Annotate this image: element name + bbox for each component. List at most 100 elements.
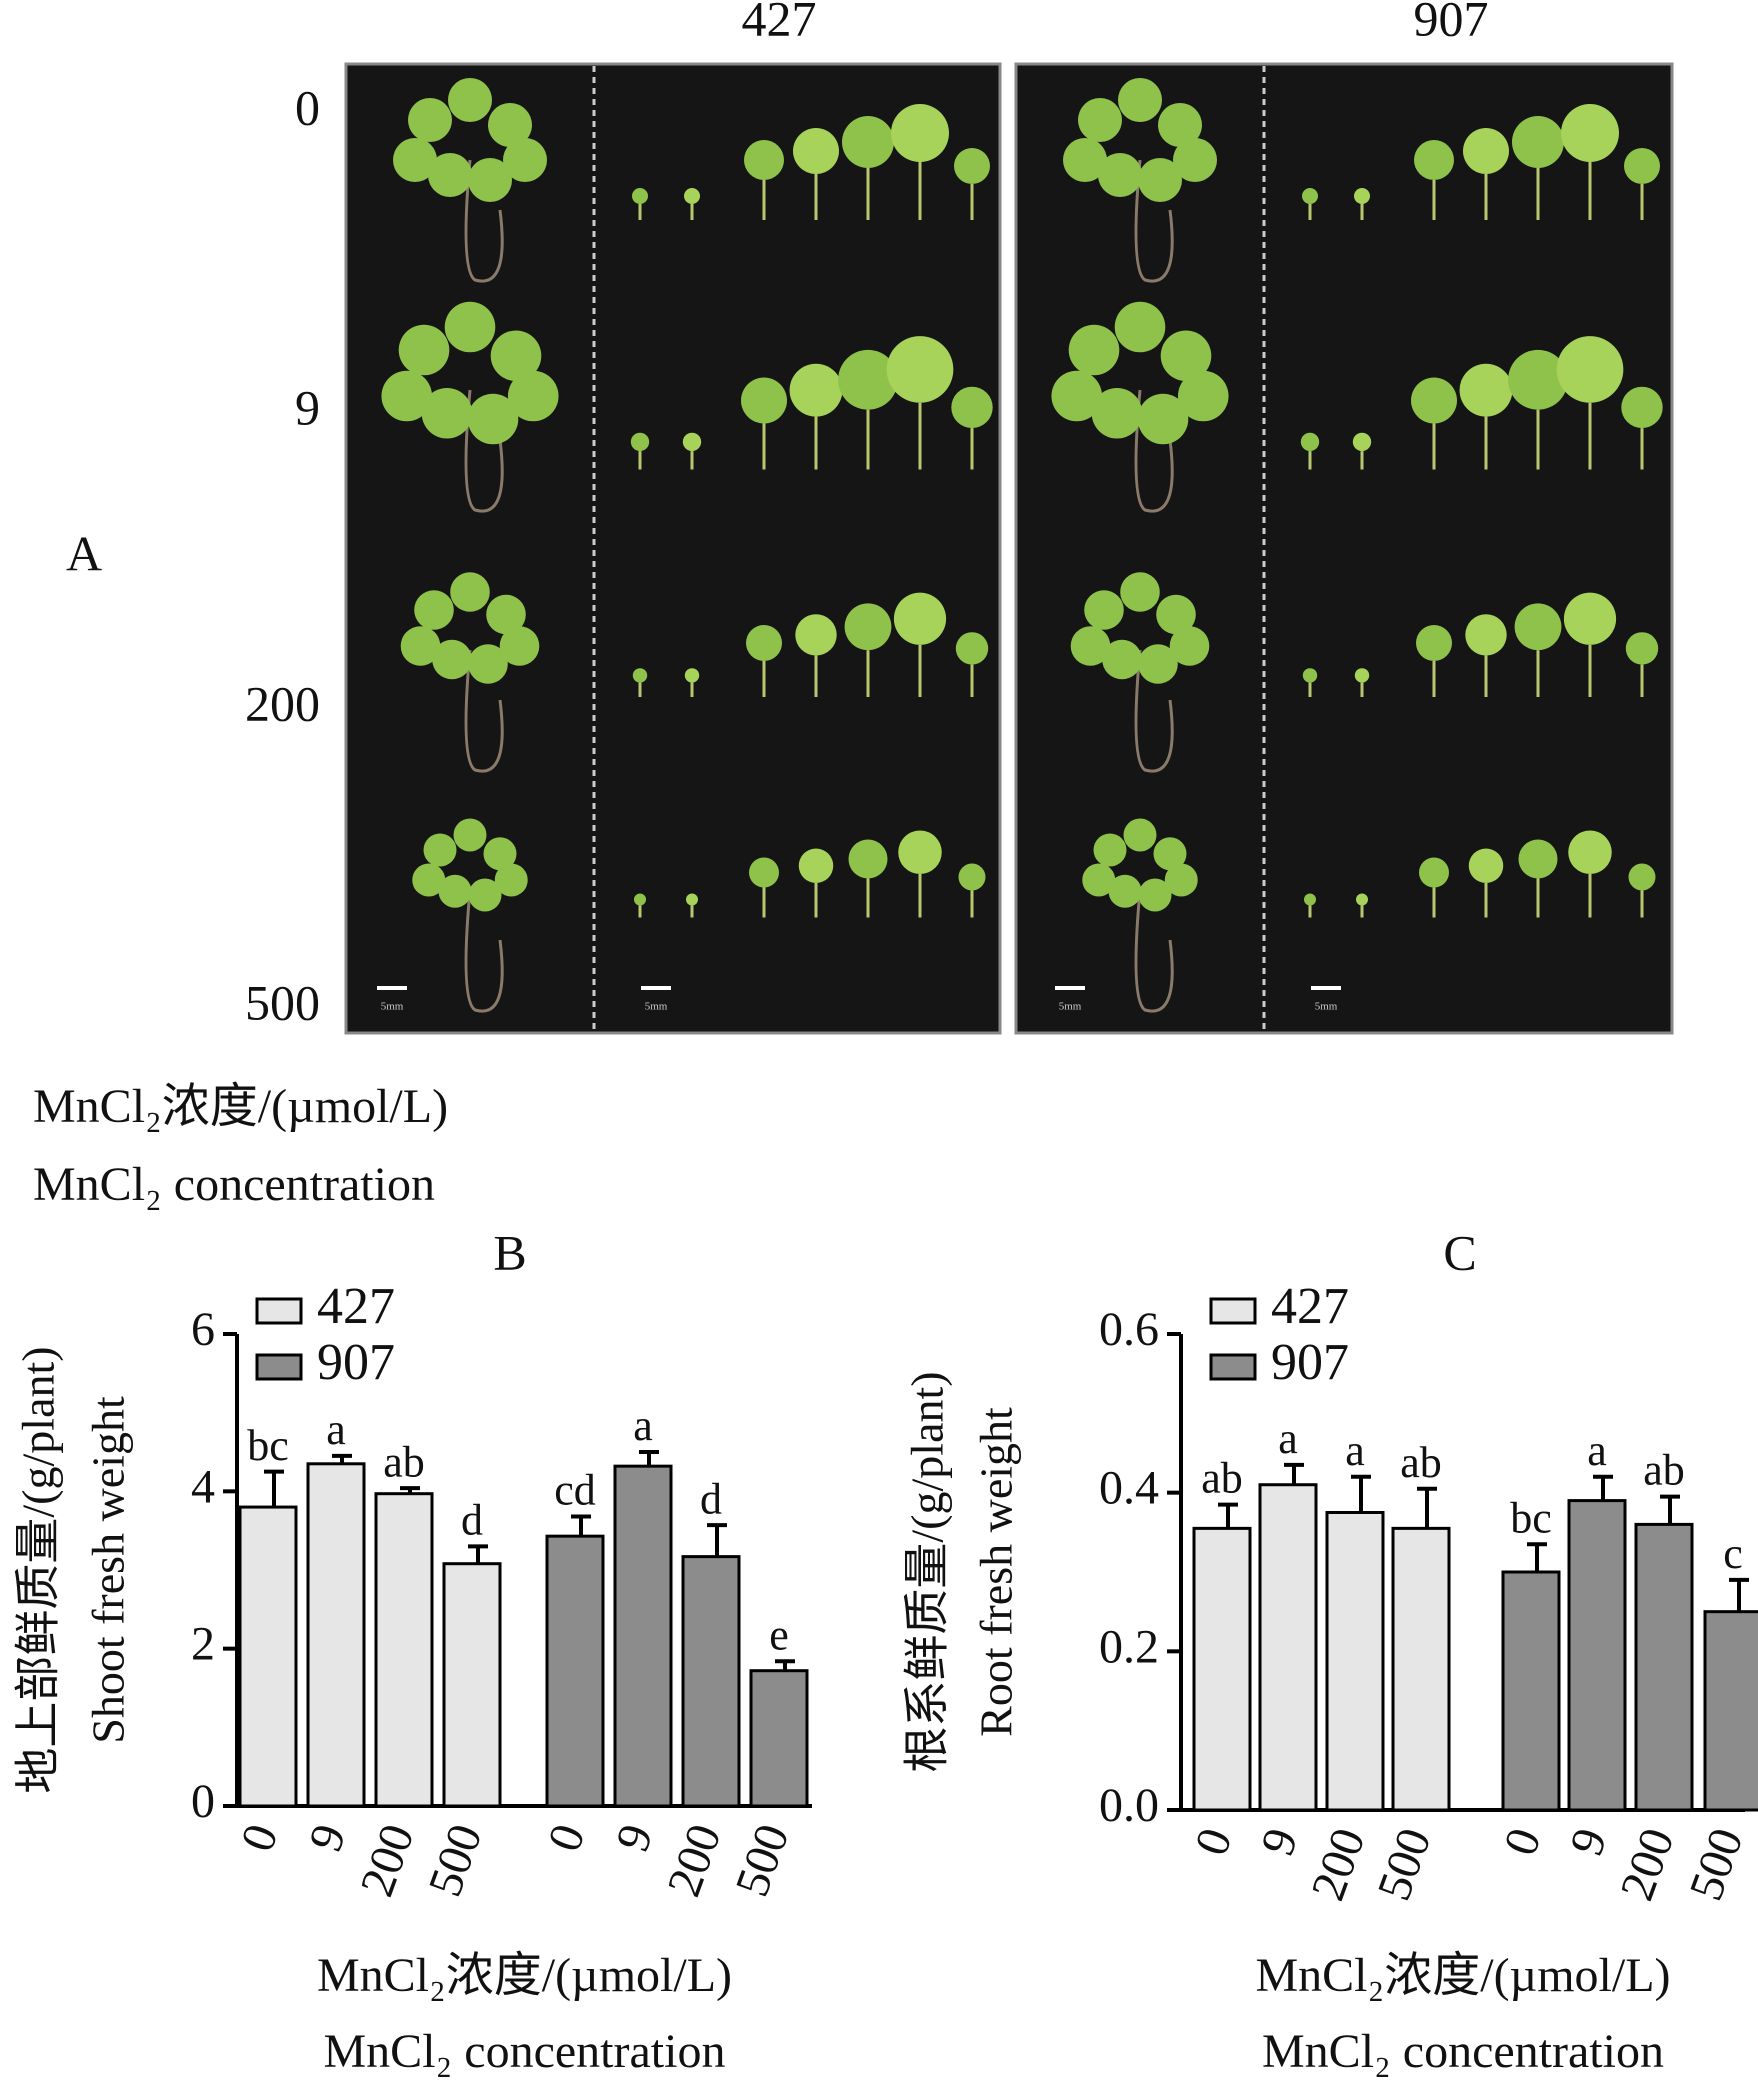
bar	[1634, 1522, 1694, 1812]
x-tick-label: 200	[1610, 1821, 1684, 1907]
x-tick-label: 9	[1560, 1821, 1618, 1862]
significance-label: cd	[554, 1466, 596, 1515]
x-axis-label: MnCl₂浓度/(µmol/L)	[1255, 1949, 1670, 2002]
leaf	[494, 863, 528, 897]
y-tick-label: 0.6	[1099, 1303, 1159, 1356]
leaf	[1416, 625, 1452, 661]
bar	[306, 1462, 366, 1808]
x-tick-label: 9	[299, 1817, 357, 1858]
x-tick-label: 500	[1367, 1821, 1441, 1907]
leaf	[686, 893, 698, 906]
leaf	[507, 370, 559, 422]
significance-label: a	[633, 1401, 653, 1450]
column-label: 427	[742, 0, 817, 46]
bar	[1192, 1526, 1252, 1812]
significance-label: d	[700, 1474, 722, 1523]
leaf	[400, 626, 441, 666]
leaf	[412, 863, 446, 897]
significance-label: ab	[1201, 1454, 1243, 1503]
leaf	[453, 818, 487, 852]
leaf	[1070, 626, 1111, 666]
leaf	[468, 644, 508, 684]
leaf	[490, 330, 542, 382]
leaf	[1169, 626, 1210, 666]
bar	[374, 1492, 434, 1808]
leaf	[1625, 632, 1659, 665]
leaf	[744, 140, 784, 180]
bar	[545, 1534, 605, 1808]
y-axis-label: 地上部鲜质量/(g/plant)	[13, 1346, 64, 1793]
leaf	[795, 614, 837, 656]
leaf	[444, 301, 496, 353]
y-tick-label: 6	[191, 1303, 215, 1356]
leaf	[1173, 138, 1217, 182]
bar	[749, 1669, 809, 1808]
y-tick-label: 0.4	[1099, 1462, 1159, 1515]
x-tick-label: 9	[1251, 1821, 1309, 1862]
leaf	[684, 188, 700, 204]
leaf	[1568, 830, 1612, 874]
leaf	[1138, 644, 1178, 684]
legend-label: 427	[317, 1278, 395, 1335]
leaf	[1352, 432, 1372, 452]
x-tick-label: 500	[725, 1817, 799, 1903]
legend-label: 907	[317, 1334, 395, 1391]
leaf	[1153, 837, 1187, 871]
x-tick-label: 0	[1494, 1821, 1552, 1862]
x-tick-label: 200	[657, 1817, 731, 1903]
x-tick-label: 500	[1679, 1821, 1753, 1907]
leaf	[1463, 128, 1509, 174]
bar	[442, 1562, 502, 1808]
leaf	[891, 104, 949, 162]
axis-label: MnCl₂ concentration	[33, 1158, 435, 1211]
column-label: 907	[1414, 0, 1489, 46]
row-label: 9	[295, 379, 320, 435]
legend-swatch	[1209, 1297, 1257, 1325]
chart-title: B	[493, 1224, 526, 1280]
leaf	[448, 78, 492, 122]
leaf	[632, 668, 648, 683]
root	[1134, 389, 1174, 513]
leaf	[886, 336, 954, 403]
photo-left	[344, 62, 1002, 1035]
scale-bar-label: 5mm	[381, 1001, 404, 1013]
leaf	[1302, 668, 1318, 683]
leaf	[1160, 330, 1212, 382]
leaf	[1138, 158, 1182, 202]
leaf	[842, 116, 894, 168]
root	[464, 649, 504, 773]
leaf	[1563, 592, 1617, 645]
significance-label: bc	[1510, 1493, 1552, 1542]
leaf	[741, 377, 787, 424]
legend-swatch	[1209, 1353, 1257, 1381]
leaf	[488, 103, 532, 147]
leaf	[1304, 893, 1316, 906]
leaf	[634, 893, 646, 906]
leaf	[1419, 857, 1449, 888]
y-tick-label: 0.2	[1099, 1620, 1159, 1673]
leaf	[1414, 140, 1454, 180]
leaf	[1512, 116, 1564, 168]
root	[1134, 889, 1174, 1013]
leaf	[1508, 349, 1568, 410]
legend-swatch	[255, 1297, 303, 1325]
leaf	[789, 363, 843, 417]
x-tick-label: 0	[538, 1817, 596, 1858]
leaf	[432, 639, 472, 680]
leaf	[749, 857, 779, 888]
significance-label: e	[769, 1610, 789, 1659]
leaf	[1120, 572, 1160, 612]
leaf	[438, 874, 472, 908]
leaf	[1063, 138, 1107, 182]
leaf	[838, 349, 898, 410]
x-tick-label: 0	[1185, 1821, 1243, 1862]
x-tick-label: 200	[350, 1817, 424, 1903]
leaf	[1354, 668, 1370, 683]
leaf	[1354, 188, 1370, 204]
leaf	[1164, 863, 1198, 897]
legend-label: 907	[1271, 1334, 1349, 1391]
leaf	[1624, 148, 1660, 184]
leaf	[1084, 590, 1124, 630]
leaf	[844, 603, 892, 651]
leaf	[954, 148, 990, 184]
